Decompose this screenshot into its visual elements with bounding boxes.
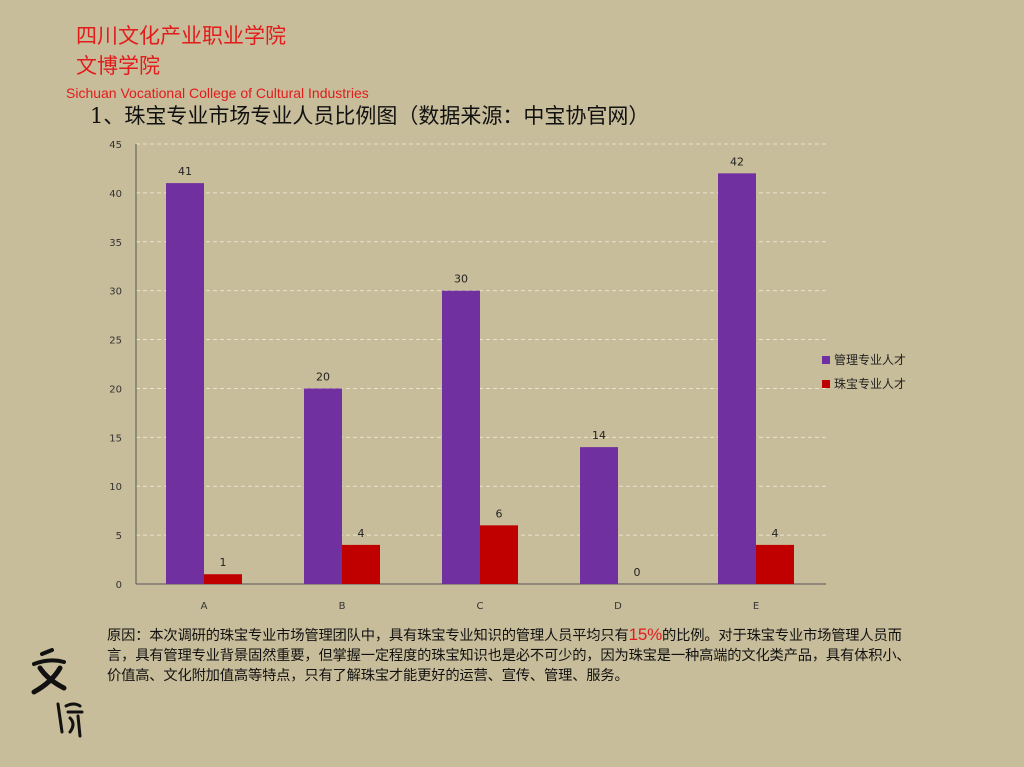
legend-swatch [822, 380, 830, 388]
bar-management-E [718, 173, 756, 585]
data-label: 4 [358, 527, 365, 540]
y-tick-label: 35 [109, 238, 122, 249]
bar-jewelry-A [204, 574, 242, 584]
school-name-en: Sichuan Vocational College of Cultural I… [66, 85, 369, 101]
y-tick-label: 15 [109, 433, 122, 444]
college-name-cn: 文博学院 [76, 54, 160, 78]
y-tick-label: 25 [109, 336, 122, 347]
data-label: 0 [634, 566, 641, 579]
bar-chart: 0 5 10 15 20 25 30 35 40 45 41 1 A 20 4 B 30 6 C 14 0 D 42 4 E 管理… [109, 140, 906, 612]
x-tick-label: A [201, 601, 208, 612]
data-label: 20 [316, 370, 330, 383]
wenbo-calligraphy-logo-icon [31, 648, 84, 738]
data-label: 42 [730, 155, 744, 168]
bar-jewelry-B [342, 544, 380, 584]
y-tick-label: 20 [109, 384, 122, 395]
x-tick-label: B [339, 601, 346, 612]
data-label: 4 [772, 527, 779, 540]
bar-jewelry-C [480, 525, 518, 584]
y-tick-label: 0 [116, 580, 122, 591]
y-tick-label: 5 [116, 531, 122, 542]
bar-management-C [442, 290, 480, 584]
y-tick-label: 40 [109, 189, 122, 200]
school-name-cn: 四川文化产业职业学院 [76, 24, 286, 48]
bar-management-A [166, 183, 204, 584]
x-tick-label: E [753, 601, 759, 612]
y-tick-label: 45 [109, 140, 122, 151]
data-label: 14 [592, 429, 606, 442]
y-tick-label: 30 [109, 287, 122, 298]
data-label: 30 [454, 273, 468, 286]
bar-management-B [304, 388, 342, 584]
data-label: 41 [178, 165, 192, 178]
description-paragraph: 原因：本次调研的珠宝专业市场管理团队中，具有珠宝专业知识的管理人员平均只有15%… [107, 625, 915, 686]
description-text-after: 的比例。对于珠宝专业市场管理人员而言，具有管理专业背景固然重要，但掌握一定程度的… [107, 628, 911, 684]
legend-label: 珠宝专业人才 [834, 376, 906, 391]
bar-management-D [580, 447, 618, 584]
legend-label: 管理专业人才 [834, 352, 906, 367]
data-label: 1 [220, 556, 227, 569]
x-tick-label: D [614, 601, 622, 612]
data-label: 6 [496, 507, 503, 520]
legend-swatch [822, 356, 830, 364]
x-tick-label: C [477, 601, 484, 612]
description-highlight: 15% [628, 625, 663, 644]
bar-jewelry-E [756, 544, 794, 584]
slide-title: 1、珠宝专业市场专业人员比例图（数据来源：中宝协官网） [90, 104, 650, 128]
y-tick-label: 10 [109, 482, 122, 493]
description-text-before: 原因：本次调研的珠宝专业市场管理团队中，具有珠宝专业知识的管理人员平均只有 [107, 628, 629, 644]
